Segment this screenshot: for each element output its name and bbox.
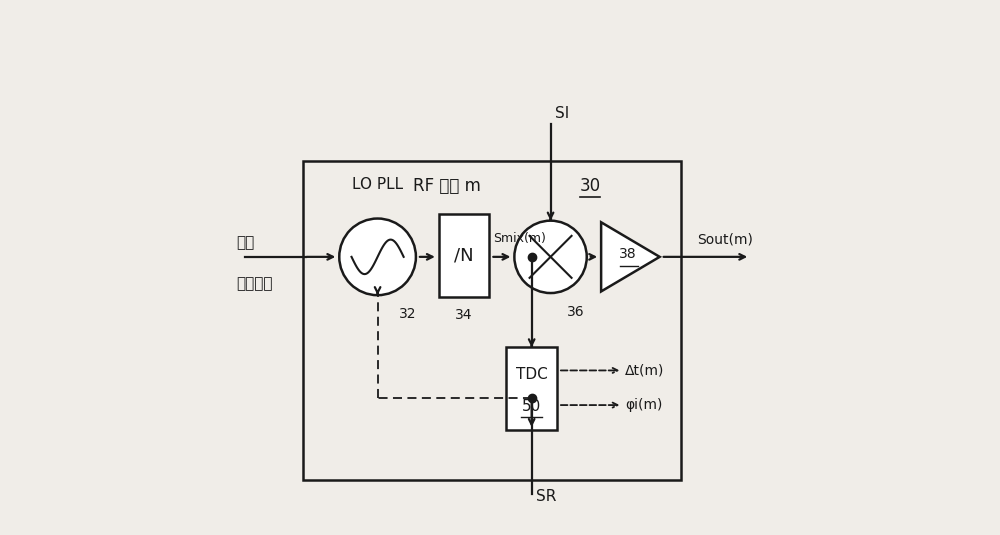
Text: Smix(m): Smix(m) (494, 232, 546, 245)
Text: 控制信号: 控制信号 (237, 277, 273, 292)
Text: LO PLL: LO PLL (352, 177, 403, 192)
Text: RF 前端 m: RF 前端 m (413, 177, 481, 195)
Text: 36: 36 (567, 305, 584, 319)
Text: 输入: 输入 (237, 235, 255, 250)
Text: 32: 32 (399, 307, 416, 321)
Text: 30: 30 (580, 177, 601, 195)
Text: SR: SR (536, 490, 556, 505)
Text: SI: SI (555, 106, 569, 121)
Bar (303, 161, 681, 480)
Circle shape (339, 218, 416, 295)
Text: Δt(m): Δt(m) (625, 363, 664, 377)
Bar (506, 347, 557, 430)
Polygon shape (601, 222, 660, 292)
Text: 50: 50 (522, 399, 541, 414)
Text: 34: 34 (455, 309, 473, 323)
Bar (439, 215, 489, 297)
Circle shape (514, 220, 587, 293)
Text: φi(m): φi(m) (625, 398, 662, 412)
Text: 38: 38 (619, 247, 637, 261)
Text: Sout(m): Sout(m) (697, 232, 753, 246)
Text: TDC: TDC (516, 367, 548, 382)
Text: /N: /N (454, 247, 474, 264)
